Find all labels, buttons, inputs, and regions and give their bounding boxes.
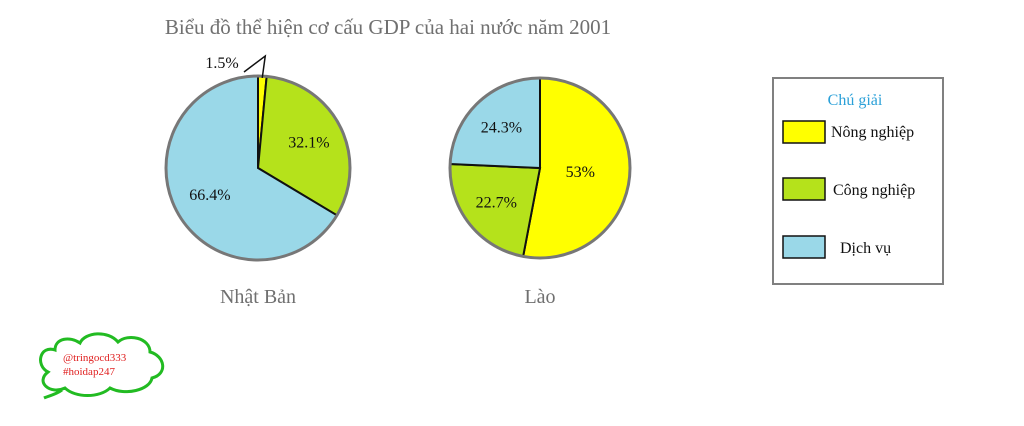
legend-label-dich-vu: Dịch vụ	[840, 240, 891, 257]
pie-label-nhat-ban-nong-nghiep: 1.5%	[205, 55, 238, 72]
legend-swatch-cong-nghiep	[782, 177, 826, 201]
pie-caption-lao: Lào	[524, 286, 555, 308]
watermark-line-1: @tringocd333	[63, 352, 127, 364]
watermark-line-2: #hoidap247	[63, 366, 115, 378]
pie-label-nhat-ban-dich-vu: 66.4%	[189, 187, 230, 204]
pie-lao: 53% 22.7% 24.3%	[448, 76, 632, 260]
pie-leader-line-nhat-ban	[243, 54, 267, 79]
legend: Chú giải Nông nghiệp Công nghiệp Dịch vụ	[772, 77, 944, 285]
legend-swatch-dich-vu	[782, 235, 826, 259]
chart-title: Biểu đồ thể hiện cơ cấu GDP của hai nước…	[165, 15, 611, 39]
pie-outline-lao	[448, 76, 632, 260]
pie-label-nhat-ban-cong-nghiep: 32.1%	[288, 134, 329, 151]
pie-label-lao-nong-nghiep: 53%	[566, 164, 595, 181]
pie-label-lao-dich-vu: 24.3%	[481, 120, 522, 137]
pie-label-lao-cong-nghiep: 22.7%	[476, 195, 517, 212]
pie-nhat-ban: 1.5% 32.1% 66.4%	[164, 54, 352, 262]
watermark-cloud-tail	[43, 388, 63, 400]
legend-label-cong-nghiep: Công nghiệp	[833, 182, 915, 199]
watermark-cloud	[39, 332, 165, 397]
legend-title: Chú giải	[828, 92, 883, 109]
pie-caption-nhat-ban: Nhật Bản	[220, 286, 296, 308]
pie-outline-nhat-ban	[164, 74, 352, 262]
watermark: @tringocd333 #hoidap247	[39, 332, 165, 400]
legend-swatch-nong-nghiep	[782, 120, 826, 144]
legend-label-nong-nghiep: Nông nghiệp	[831, 124, 914, 141]
